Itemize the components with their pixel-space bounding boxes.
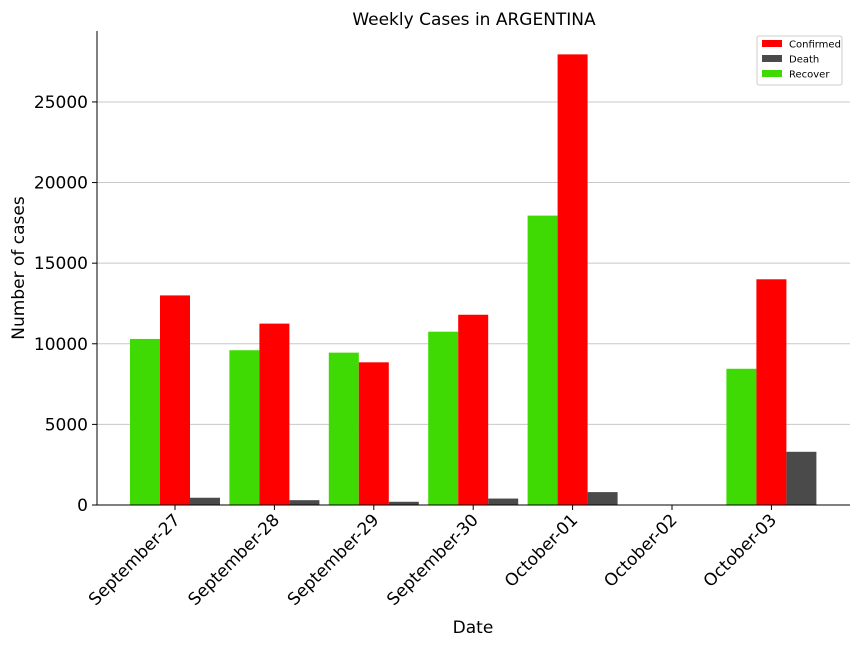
y-axis-label: Number of cases [9, 196, 29, 340]
y-tick-label: 5000 [45, 415, 88, 435]
bar-death-october-01 [587, 492, 618, 505]
bar-death-september-28 [289, 500, 320, 505]
y-ticks: 0 5000 10000 15000 20000 25000 [34, 93, 97, 516]
bar-confirmed-october-01 [557, 54, 588, 505]
bar-confirmed-october-03 [756, 279, 787, 505]
legend-label-recover: Recover [789, 70, 830, 81]
bar-confirmed-september-29 [358, 362, 389, 505]
y-tick-label: 15000 [34, 254, 88, 274]
bar-recover-october-01 [527, 215, 558, 505]
chart-title: Weekly Cases in ARGENTINA [352, 10, 596, 30]
x-tick-label: September-30 [383, 510, 482, 609]
x-tick-label: October-02 [600, 510, 681, 591]
bars [130, 54, 817, 505]
x-tick-label: September-27 [85, 510, 184, 609]
x-ticks: September-27 September-28 September-29 Sept… [85, 505, 781, 610]
bar-death-september-29 [388, 501, 419, 505]
bar-recover-september-29 [328, 352, 359, 505]
legend-label-death: Death [789, 55, 819, 66]
legend: Confirmed Death Recover [756, 35, 843, 86]
bar-recover-september-27 [130, 338, 160, 505]
x-tick-label: September-29 [284, 510, 383, 609]
x-tick-label: October-01 [501, 510, 582, 591]
bar-confirmed-september-27 [160, 295, 190, 505]
y-tick-label: 0 [77, 496, 88, 516]
bar-recover-october-03 [726, 368, 757, 505]
bar-death-october-03 [786, 451, 817, 505]
y-tick-label: 10000 [34, 335, 88, 355]
y-tick-label: 25000 [34, 93, 88, 113]
y-tick-label: 20000 [34, 174, 88, 194]
bar-death-september-27 [190, 497, 220, 505]
x-axis-label: Date [453, 618, 494, 638]
bar-recover-september-30 [428, 331, 459, 505]
legend-label-confirmed: Confirmed [789, 40, 841, 51]
legend-swatch-death [762, 55, 782, 62]
bar-confirmed-september-28 [259, 323, 290, 505]
x-tick-label: October-03 [700, 510, 781, 591]
grid-lines [97, 101, 850, 425]
bar-confirmed-september-30 [458, 314, 489, 505]
legend-swatch-confirmed [762, 40, 782, 47]
x-tick-label: September-28 [184, 510, 283, 609]
legend-swatch-recover [762, 70, 782, 77]
bar-recover-september-28 [229, 350, 260, 505]
bar-death-september-30 [488, 498, 519, 505]
